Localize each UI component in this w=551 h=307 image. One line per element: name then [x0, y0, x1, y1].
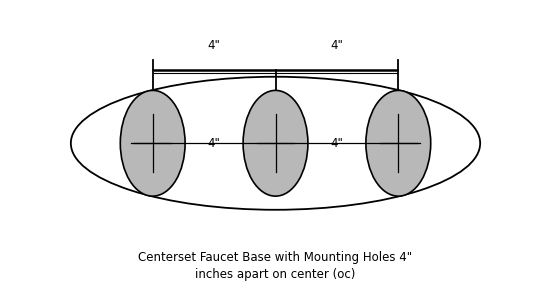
Text: 4": 4": [208, 137, 220, 150]
Text: 4": 4": [331, 39, 343, 52]
Text: Centerset Faucet Base with Mounting Holes 4": Centerset Faucet Base with Mounting Hole…: [138, 251, 413, 264]
Text: 4": 4": [331, 137, 343, 150]
Ellipse shape: [366, 90, 431, 196]
Text: 4": 4": [208, 39, 220, 52]
Text: inches apart on center (oc): inches apart on center (oc): [195, 268, 356, 281]
Ellipse shape: [243, 90, 308, 196]
Ellipse shape: [71, 77, 480, 210]
Ellipse shape: [120, 90, 185, 196]
